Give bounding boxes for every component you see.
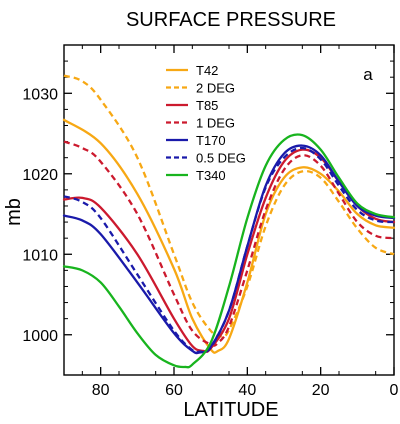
y-axis: 1000 1010 1020 1030 <box>22 60 394 345</box>
data-series <box>62 74 396 369</box>
panel-label: a <box>363 65 373 84</box>
legend-label-t340: T340 <box>196 168 226 183</box>
x-axis: 80 60 40 20 0 <box>81 45 399 399</box>
chart-title: SURFACE PRESSURE <box>126 9 336 31</box>
legend-label-t170: T170 <box>196 133 226 148</box>
series-line-1-deg <box>63 140 395 347</box>
x-tick-label: 80 <box>92 382 110 399</box>
series-line-t340 <box>62 133 396 369</box>
legend-label-0-5-deg: 0.5 DEG <box>196 151 246 166</box>
x-tick-label: 0 <box>390 382 399 399</box>
x-tick-label: 60 <box>165 382 183 399</box>
legend-label-1-deg: 1 DEG <box>196 116 235 131</box>
series-line-0-5-deg <box>63 146 395 354</box>
series-line-t170 <box>62 144 396 355</box>
legend: T42 2 DEG T85 1 DEG T170 0.5 DEG T340 <box>166 63 246 183</box>
x-tick-label: 20 <box>312 382 330 399</box>
series-line-2-deg <box>63 74 395 338</box>
series-line-t42 <box>62 118 396 354</box>
x-axis-label: LATITUDE <box>183 399 278 421</box>
y-tick-label: 1030 <box>22 86 58 103</box>
legend-label-t42: T42 <box>196 63 218 78</box>
y-axis-label: mb <box>3 198 25 226</box>
y-tick-label: 1010 <box>22 247 58 264</box>
x-tick-label: 40 <box>238 382 256 399</box>
y-tick-label: 1020 <box>22 167 58 184</box>
legend-label-2-deg: 2 DEG <box>196 81 235 96</box>
legend-label-t85: T85 <box>196 98 218 113</box>
y-tick-label: 1000 <box>22 328 58 345</box>
